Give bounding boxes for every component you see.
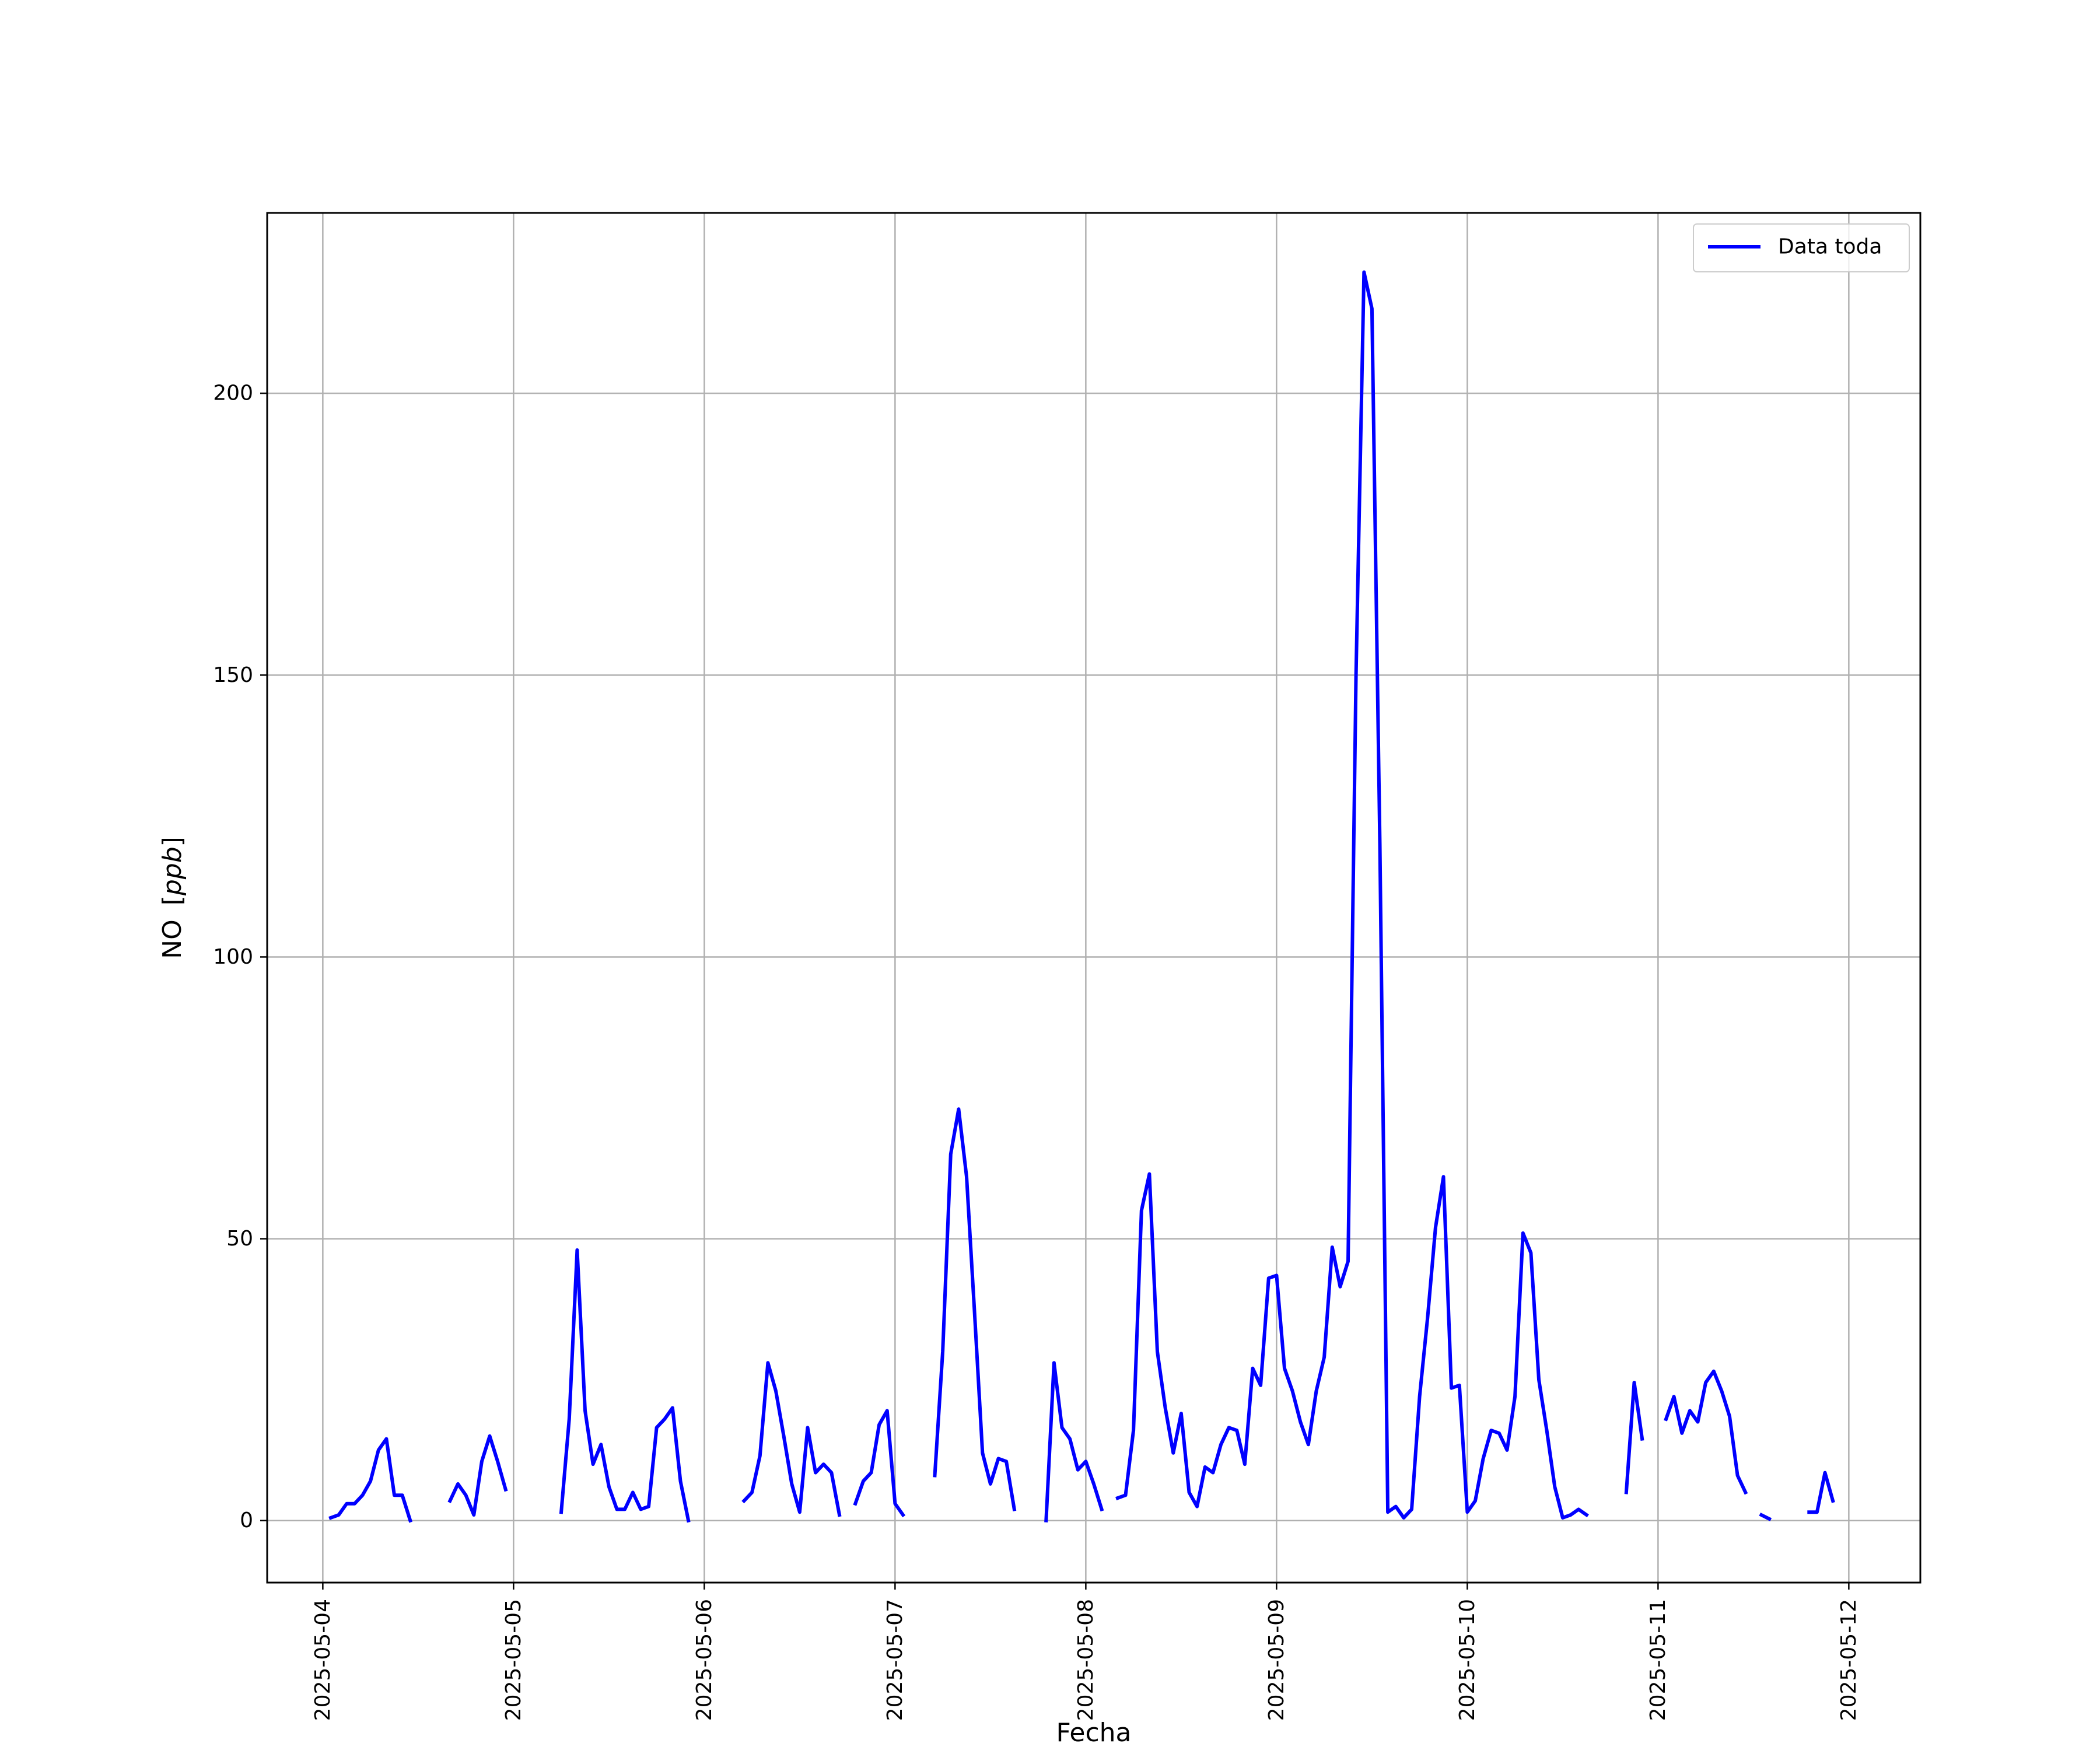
y-tick-label: 150 xyxy=(213,663,253,687)
series-line-segment xyxy=(853,1409,906,1518)
legend: Data toda xyxy=(1693,223,1910,272)
x-axis-title: Fecha xyxy=(1056,1718,1131,1748)
series-line-segment xyxy=(447,1434,508,1517)
x-tick-label: 2025-05-10 xyxy=(1455,1599,1479,1721)
x-tick-label: 2025-05-08 xyxy=(1074,1599,1098,1721)
series-line-segment xyxy=(1624,1381,1644,1494)
y-tick-label: 100 xyxy=(213,945,253,969)
series-line-segment xyxy=(1759,1512,1772,1521)
x-tick-label: 2025-05-04 xyxy=(311,1599,335,1721)
y-axis-title: NO [ppb] xyxy=(158,836,187,959)
y-axis-title-name: NO xyxy=(158,919,187,959)
series-line-segment xyxy=(328,1437,413,1523)
y-tick-label: 0 xyxy=(240,1508,253,1532)
legend-label: Data toda xyxy=(1778,235,1882,259)
x-tick-label: 2025-05-07 xyxy=(883,1599,907,1721)
y-axis-title-unit: ppb xyxy=(158,846,187,896)
series-0 xyxy=(328,270,1835,1523)
series-line-segment xyxy=(1115,270,1589,1520)
series-line-segment xyxy=(1807,1471,1835,1514)
x-tick-label: 2025-05-11 xyxy=(1646,1599,1670,1721)
x-tick-label: 2025-05-09 xyxy=(1265,1599,1289,1721)
x-tick-label: 2025-05-06 xyxy=(692,1599,716,1721)
series-line-segment xyxy=(1664,1369,1748,1495)
y-tick-label: 200 xyxy=(213,382,253,405)
series-line-segment xyxy=(741,1361,842,1517)
x-axis: 2025-05-04 2025-05-05 2025-05-06 2025-05-07… xyxy=(311,1583,1861,1721)
legend-box xyxy=(1693,223,1910,272)
y-axis: 0 50 100 150 200 xyxy=(213,382,267,1532)
plot-frame xyxy=(266,212,1922,1584)
series-layer xyxy=(328,270,1835,1523)
series-line-segment xyxy=(559,1248,691,1523)
grid-lines xyxy=(267,213,1920,1583)
series-line-segment xyxy=(1044,1361,1104,1522)
y-tick-label: 50 xyxy=(226,1227,253,1251)
x-tick-label: 2025-05-05 xyxy=(502,1599,526,1721)
series-line-segment xyxy=(933,1107,1017,1511)
x-tick-label: 2025-05-12 xyxy=(1837,1599,1861,1721)
